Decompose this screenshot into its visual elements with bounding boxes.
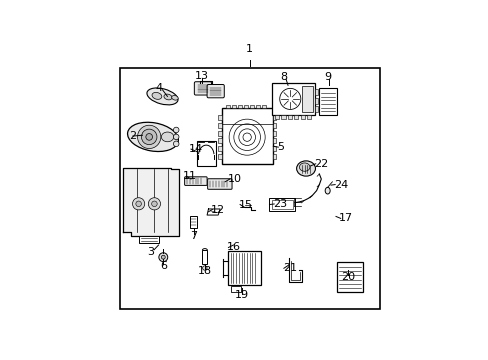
Circle shape bbox=[136, 201, 141, 207]
Text: 13: 13 bbox=[195, 71, 209, 81]
Text: 20: 20 bbox=[341, 273, 354, 283]
Circle shape bbox=[173, 127, 179, 133]
Text: 24: 24 bbox=[333, 180, 347, 190]
Bar bbox=[227, 251, 260, 285]
Circle shape bbox=[132, 198, 144, 210]
Text: 9: 9 bbox=[324, 72, 331, 82]
Ellipse shape bbox=[299, 163, 309, 171]
Text: 17: 17 bbox=[339, 213, 353, 224]
Bar bbox=[315, 89, 317, 95]
Bar bbox=[272, 154, 275, 159]
Text: 1: 1 bbox=[246, 44, 253, 54]
Bar bbox=[237, 105, 242, 108]
Bar bbox=[218, 146, 221, 151]
FancyBboxPatch shape bbox=[184, 177, 207, 185]
Ellipse shape bbox=[127, 122, 178, 152]
Bar bbox=[287, 115, 291, 118]
Text: 10: 10 bbox=[227, 174, 242, 184]
Bar bbox=[315, 106, 317, 112]
Bar bbox=[196, 141, 216, 166]
Ellipse shape bbox=[171, 95, 178, 100]
Bar bbox=[272, 115, 275, 120]
Bar bbox=[218, 138, 221, 143]
Bar bbox=[231, 105, 235, 108]
Bar bbox=[139, 235, 158, 243]
Bar bbox=[274, 115, 279, 118]
Text: 2: 2 bbox=[128, 131, 136, 141]
Text: 7: 7 bbox=[190, 231, 197, 241]
Bar bbox=[272, 82, 315, 115]
Circle shape bbox=[141, 129, 157, 145]
Circle shape bbox=[173, 141, 179, 147]
Bar bbox=[300, 115, 304, 118]
Ellipse shape bbox=[325, 187, 329, 194]
Text: 23: 23 bbox=[272, 199, 286, 209]
Bar bbox=[218, 131, 221, 135]
FancyBboxPatch shape bbox=[194, 82, 211, 95]
Bar bbox=[271, 201, 292, 209]
Text: 22: 22 bbox=[314, 159, 328, 169]
Text: 15: 15 bbox=[239, 199, 252, 210]
Bar bbox=[218, 123, 221, 128]
Circle shape bbox=[151, 201, 157, 207]
Text: 11: 11 bbox=[183, 171, 196, 181]
Bar bbox=[218, 115, 221, 120]
Bar bbox=[230, 286, 241, 292]
Text: 19: 19 bbox=[235, 291, 249, 301]
Bar bbox=[272, 131, 275, 135]
Bar bbox=[269, 198, 294, 211]
Ellipse shape bbox=[146, 88, 178, 105]
Bar bbox=[249, 105, 254, 108]
Circle shape bbox=[202, 266, 207, 270]
Ellipse shape bbox=[296, 161, 315, 176]
Circle shape bbox=[159, 253, 167, 262]
Bar bbox=[244, 105, 247, 108]
Circle shape bbox=[148, 198, 160, 210]
Bar bbox=[272, 146, 275, 151]
Text: 8: 8 bbox=[280, 72, 287, 82]
Text: 16: 16 bbox=[226, 243, 241, 252]
Text: 3: 3 bbox=[146, 247, 153, 257]
Text: 18: 18 bbox=[198, 266, 211, 276]
Circle shape bbox=[145, 134, 152, 140]
Bar bbox=[262, 105, 266, 108]
Text: 4: 4 bbox=[155, 82, 163, 93]
Bar bbox=[272, 138, 275, 143]
Text: 5: 5 bbox=[276, 142, 284, 152]
Bar bbox=[336, 262, 363, 292]
Ellipse shape bbox=[152, 93, 162, 99]
Circle shape bbox=[161, 255, 165, 259]
Circle shape bbox=[173, 134, 179, 140]
Ellipse shape bbox=[163, 94, 172, 100]
Text: 6: 6 bbox=[160, 261, 166, 270]
Bar bbox=[306, 115, 310, 118]
Bar bbox=[256, 105, 260, 108]
Bar bbox=[319, 89, 336, 115]
Bar bbox=[272, 123, 275, 128]
Bar bbox=[225, 105, 229, 108]
Ellipse shape bbox=[161, 132, 173, 142]
FancyBboxPatch shape bbox=[207, 179, 232, 189]
Bar bbox=[190, 216, 197, 228]
Bar bbox=[315, 98, 317, 104]
Text: 12: 12 bbox=[211, 204, 225, 215]
Text: 14: 14 bbox=[189, 144, 203, 154]
Bar bbox=[293, 115, 298, 118]
Text: 21: 21 bbox=[283, 263, 297, 273]
Bar bbox=[221, 108, 272, 164]
Bar bbox=[202, 250, 207, 264]
Bar bbox=[302, 86, 312, 112]
Circle shape bbox=[137, 125, 161, 149]
Bar bbox=[120, 68, 379, 309]
FancyBboxPatch shape bbox=[207, 85, 224, 98]
Bar bbox=[281, 115, 285, 118]
Polygon shape bbox=[122, 168, 179, 235]
Bar bbox=[218, 154, 221, 159]
